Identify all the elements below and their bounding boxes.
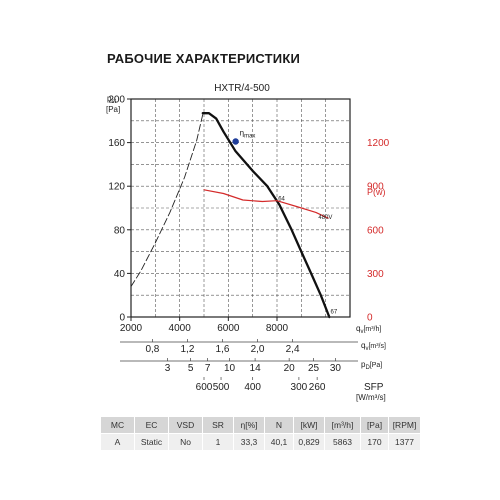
series-line-1	[201, 112, 331, 319]
y2-tick-label: 600	[367, 225, 384, 236]
chart-title: HXTR/4-500	[214, 83, 270, 94]
specs-table: MC EC VSD SR η[%] N [kW] [m³/h] [Pa] [RPM] A Stati…	[101, 417, 421, 450]
y2-tick-label: 0	[367, 313, 373, 324]
scale-tick-label: 3	[165, 363, 171, 374]
scale-tick-label: 25	[308, 363, 320, 374]
scale-label: SFP	[364, 382, 384, 393]
series-line-2	[203, 189, 329, 219]
scale-unit: [W/m³/s]	[356, 393, 386, 402]
scale-tick-label: 20	[284, 363, 296, 374]
specs-value-cell: A	[101, 433, 135, 450]
specs-value-cell: 0,829	[293, 433, 325, 450]
y2-tick-label: 900	[367, 182, 384, 193]
x-tick-label: 8000	[266, 323, 289, 334]
scale-tick-label: 0,8	[145, 344, 159, 355]
chart-axes	[127, 98, 351, 321]
y-tick-label: 120	[108, 182, 125, 193]
series-line-0	[130, 113, 204, 287]
specs-value-cell: 40,1	[264, 433, 294, 450]
specs-header-cell: [RPM]	[388, 417, 421, 434]
specs-value-cell: 5863	[324, 433, 361, 450]
y-axis-unit: [Pa]	[106, 105, 120, 114]
specs-header-cell: [kW]	[293, 417, 325, 434]
annotation-label: 480V	[318, 215, 332, 221]
scale-tick-label: 30	[330, 363, 342, 374]
scale-tick-label: 5	[188, 363, 194, 374]
annotation-eta-max: ηmax	[240, 129, 256, 140]
scale-tick-label: 2,0	[251, 344, 265, 355]
scale-tick-label: 600	[196, 382, 213, 393]
y-tick-label: 0	[119, 313, 125, 324]
y-tick-label: 80	[114, 225, 126, 236]
specs-header-cell: SR	[202, 417, 234, 434]
specs-value-cell: 170	[360, 433, 389, 450]
specs-value-cell: 1377	[388, 433, 421, 450]
annotation-label: 67	[331, 310, 338, 316]
y-tick-label: 200	[108, 95, 125, 106]
scale-tick-label: 400	[244, 382, 261, 393]
x-tick-label: 2000	[120, 323, 143, 334]
plot-frame	[130, 98, 351, 318]
specs-header-cell: [Pa]	[360, 417, 389, 434]
scale-tick-label: 1,6	[216, 344, 230, 355]
specs-value-cell: 33,3	[233, 433, 265, 450]
scale-tick-label: 7	[205, 363, 211, 374]
specs-header-cell: VSD	[168, 417, 203, 434]
specs-value-row: A Static No 1 33,3 40,1 0,829 5863 170 1377	[101, 433, 421, 450]
x-tick-label: 6000	[217, 323, 240, 334]
scale-tick-label: 1,2	[181, 344, 195, 355]
scale-tick-label: 14	[250, 363, 262, 374]
scale-tick-label: 260	[309, 382, 326, 393]
scale-tick-label: 2,4	[286, 344, 300, 355]
scale-tick-label: 300	[291, 382, 308, 393]
x-axis-label: qv[m³/h]	[356, 324, 381, 335]
specs-header-row: MC EC VSD SR η[%] N [kW] [m³/h] [Pa] [RPM]	[101, 417, 421, 434]
chart-series	[130, 112, 331, 319]
y2-tick-label: 300	[367, 269, 384, 280]
scale-tick-label: 10	[224, 363, 236, 374]
specs-value-cell: 1	[202, 433, 234, 450]
secondary-scales: 0,8 1,2 1,6 2,0 2,4 qv[m³/s] 3 5 7 10 14 20 25 30 pD[P…	[120, 339, 386, 402]
y-tick-label: 160	[108, 138, 125, 149]
scale-label: pD[Pa]	[361, 360, 382, 371]
eta-max-marker	[232, 138, 239, 145]
y-axis-label: pst	[107, 94, 116, 105]
scale-tick-label: 500	[213, 382, 230, 393]
x-tick-label: 4000	[169, 323, 192, 334]
specs-header-cell: [m³/h]	[324, 417, 361, 434]
specs-header-cell: MC	[101, 417, 135, 434]
y2-tick-label: 1200	[367, 138, 390, 149]
y-tick-label: 40	[114, 269, 126, 280]
specs-value-cell: No	[168, 433, 203, 450]
page-title: РАБОЧИЕ ХАРАКТЕРИСТИКИ	[107, 51, 301, 66]
specs-header-cell: η[%]	[233, 417, 265, 434]
specs-value-cell: Static	[134, 433, 169, 450]
y2-axis-label: P(w)	[367, 187, 386, 197]
chart-grid	[131, 99, 350, 317]
specs-header-cell: N	[264, 417, 294, 434]
scale-label: qv[m³/s]	[361, 341, 386, 352]
annotation-label: 64	[278, 196, 285, 202]
specs-header-cell: EC	[134, 417, 169, 434]
